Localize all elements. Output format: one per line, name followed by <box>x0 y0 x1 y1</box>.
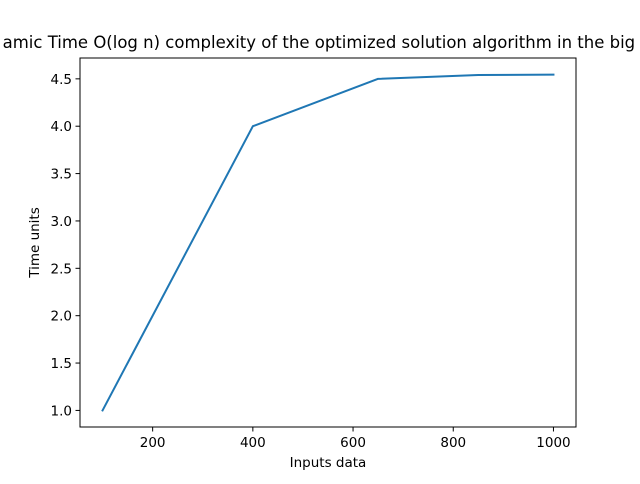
x-axis-label: Inputs data <box>290 455 367 471</box>
y-axis-ticks: 1.0 1.5 2.0 2.5 3.0 3.5 4.0 4.5 <box>51 72 80 419</box>
y-tick-label: 1.5 <box>51 356 72 372</box>
y-axis-label: Time units <box>27 207 43 279</box>
y-tick-label: 4.0 <box>51 119 72 135</box>
axes-frame <box>79 57 577 428</box>
y-tick-label: 2.0 <box>51 309 72 325</box>
y-tick-label: 4.5 <box>51 72 72 88</box>
y-tick-label: 3.5 <box>51 167 72 183</box>
x-axis-ticks: 200 400 600 800 1000 <box>140 427 571 451</box>
x-tick-label: 600 <box>340 435 366 451</box>
plot-area <box>79 57 577 428</box>
x-tick-label: 400 <box>240 435 266 451</box>
x-tick-label: 1000 <box>536 435 570 451</box>
y-tick-label: 2.5 <box>51 261 72 277</box>
series-line <box>101 73 555 412</box>
chart-title: amic Time O(log n) complexity of the opt… <box>3 33 640 52</box>
x-tick-label: 200 <box>140 435 166 451</box>
x-tick-label: 800 <box>440 435 466 451</box>
y-tick-label: 3.0 <box>51 214 72 230</box>
y-tick-label: 1.0 <box>51 403 72 419</box>
series-layer <box>101 73 555 412</box>
